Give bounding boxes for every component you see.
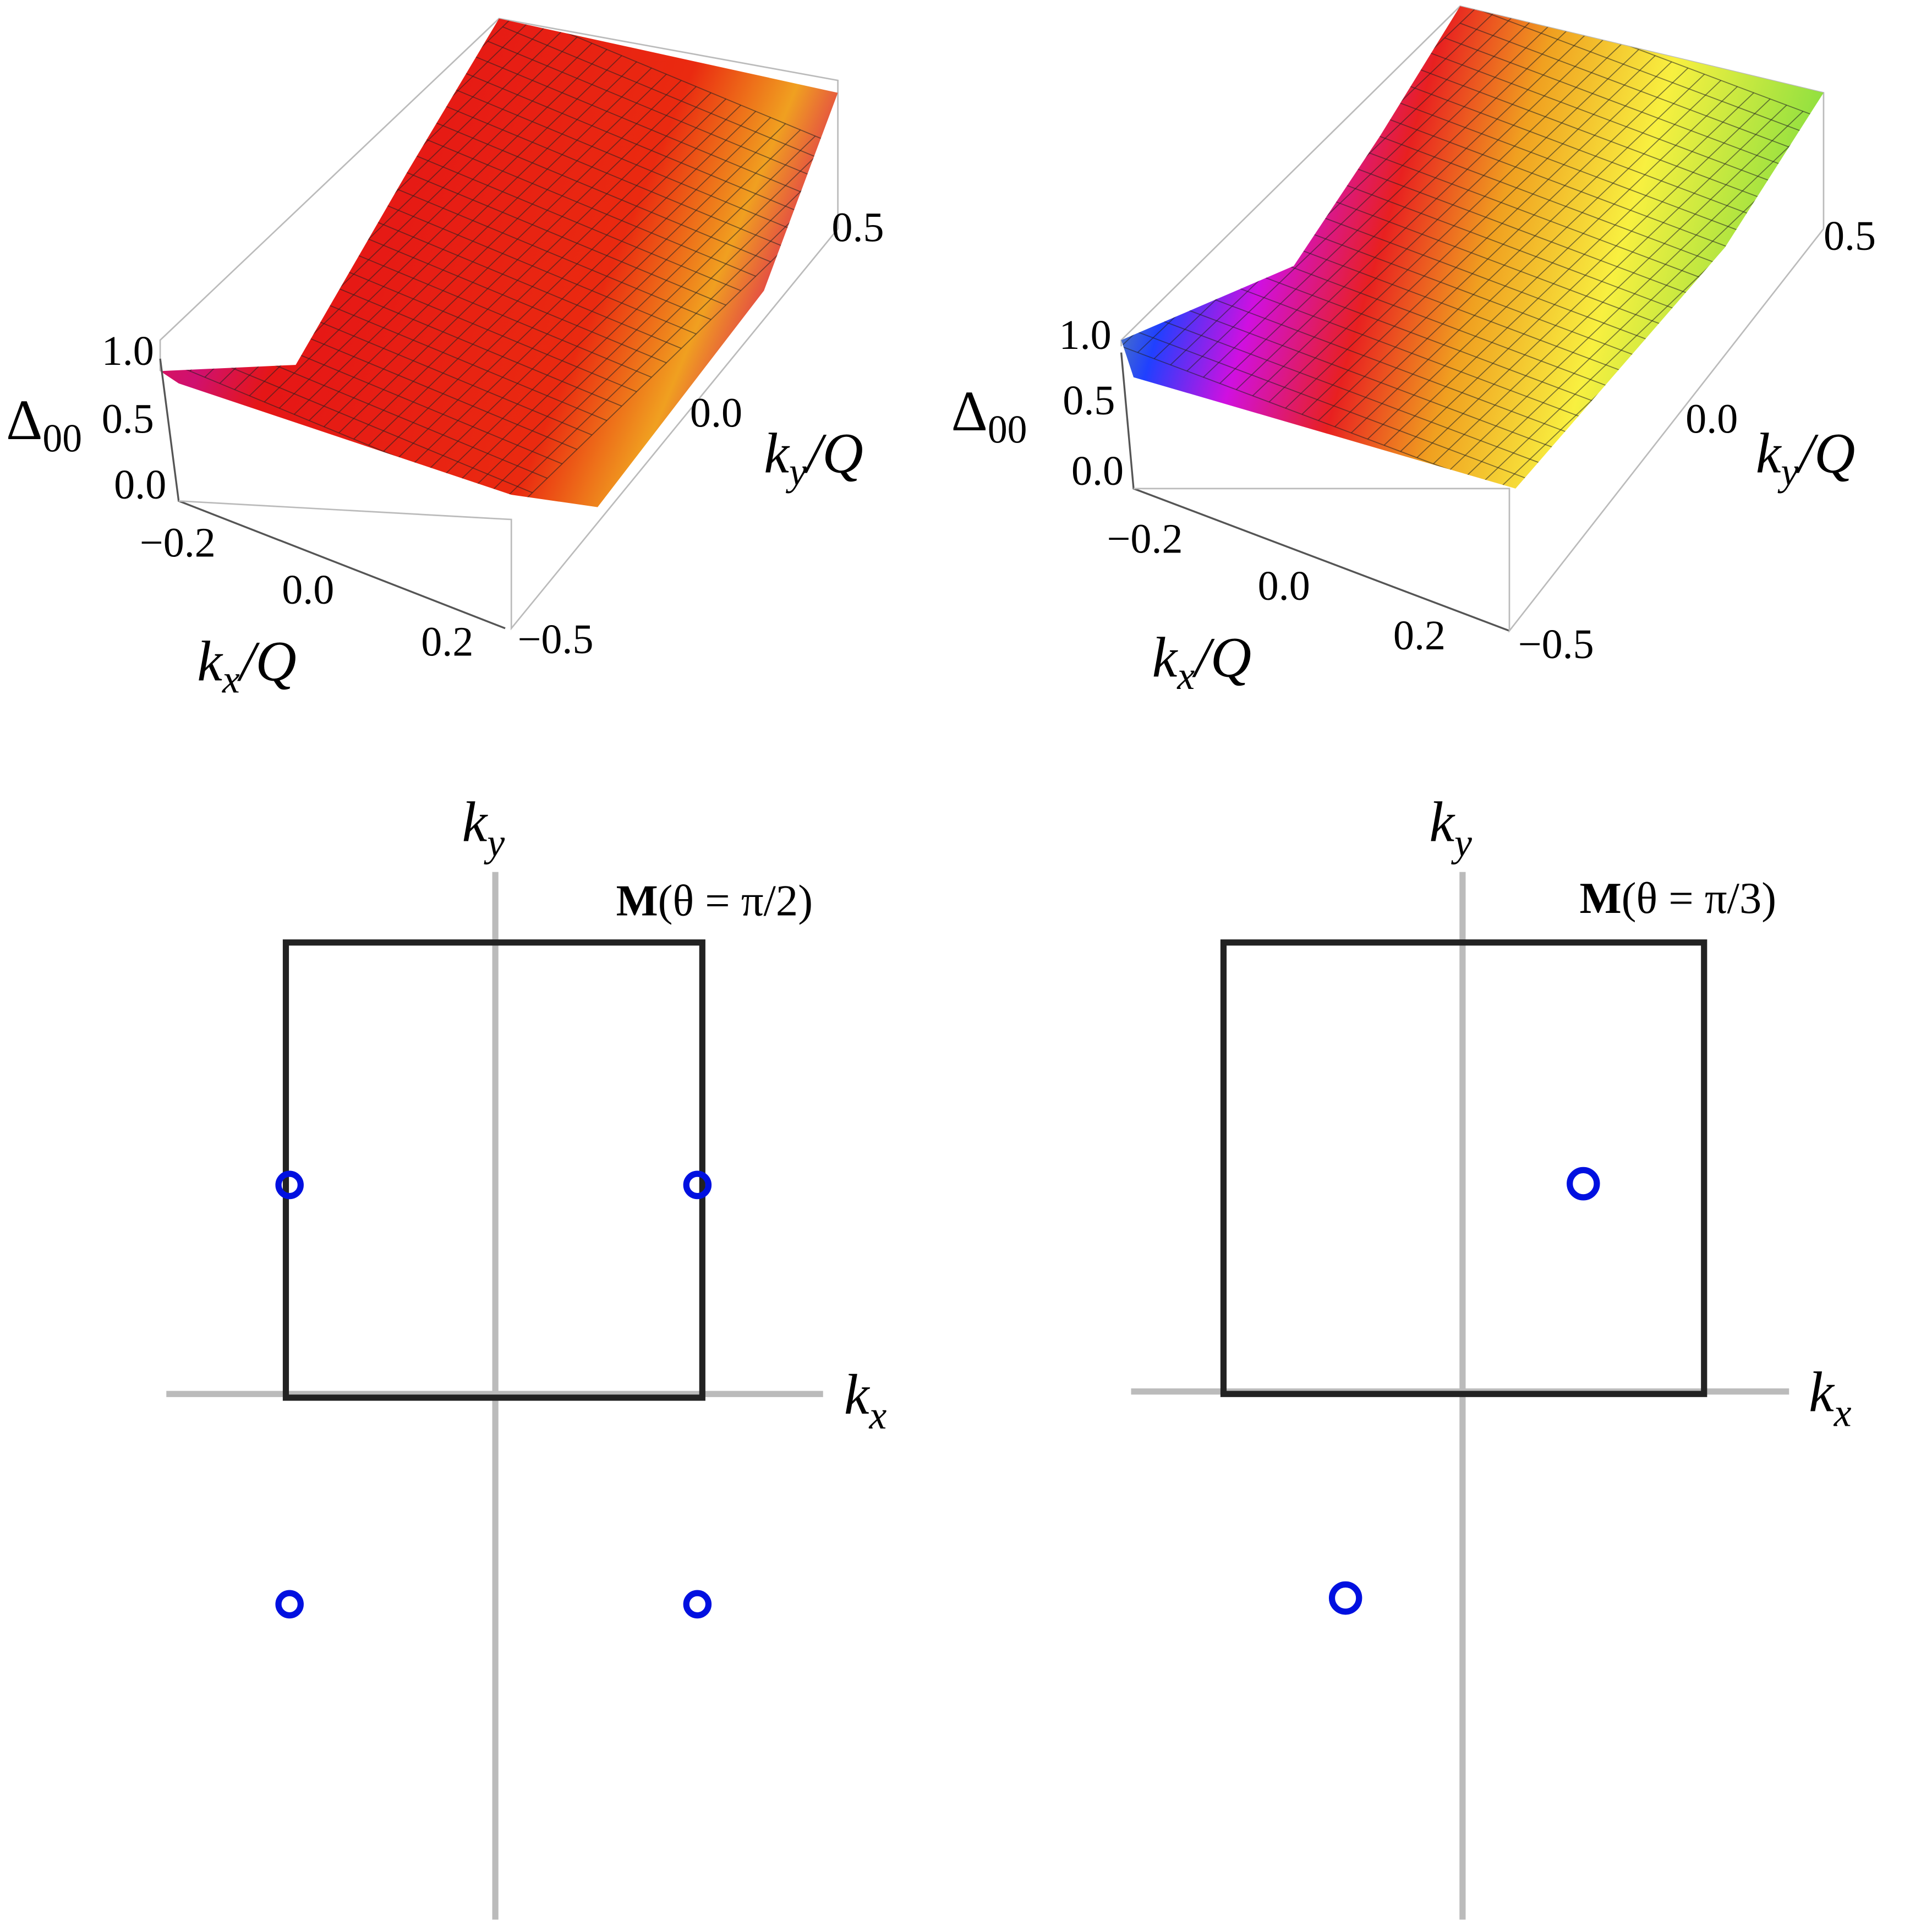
- zone-diagram: ky kx M(θ = π/2): [166, 791, 887, 1920]
- axis: [1120, 352, 1510, 632]
- mesh-line: [472, 141, 831, 489]
- label-part: M: [1580, 874, 1622, 923]
- label-part: M: [616, 876, 658, 925]
- axis-label: ky: [462, 791, 505, 864]
- label-part: y: [786, 450, 807, 494]
- tick-label: 0.2: [1393, 612, 1446, 659]
- axis-label: ky/Q: [1756, 422, 1856, 494]
- annotation: M(θ = π/2): [616, 876, 813, 925]
- tick-label: 1.0: [1059, 312, 1112, 358]
- axis-label: kx: [844, 1364, 887, 1437]
- box-edge: [178, 228, 839, 631]
- mesh: [1121, 6, 1824, 489]
- label-part: 00: [42, 416, 82, 460]
- mesh-line: [502, 26, 838, 176]
- label-part: y: [1451, 820, 1472, 864]
- label-part: k: [1152, 626, 1179, 689]
- tick-label: 0.5: [1063, 377, 1115, 424]
- tick-label: 0.0: [114, 462, 166, 508]
- mesh-line: [487, 148, 838, 495]
- box-edge: [1134, 228, 1825, 633]
- label-part: Δ: [951, 380, 988, 443]
- mesh-line: [1460, 23, 1824, 172]
- tick-label: 1.0: [102, 328, 154, 374]
- axis-label: Δ00: [6, 389, 82, 461]
- label-part: Δ: [6, 389, 42, 452]
- tick-label: 0.5: [831, 204, 884, 250]
- label-part: k: [1809, 1361, 1835, 1424]
- label-part: k: [462, 791, 489, 853]
- node-point: [683, 1590, 712, 1619]
- surface: [1121, 6, 1824, 489]
- node-point: [1567, 1167, 1600, 1201]
- mesh-line: [517, 18, 838, 162]
- node-point: [1328, 1581, 1362, 1615]
- tick-label: 0.5: [102, 396, 154, 442]
- surface-plot: [1120, 5, 1825, 633]
- mesh-line: [472, 55, 830, 205]
- label-part: k: [1756, 422, 1782, 485]
- tick-label: 0.2: [421, 619, 473, 665]
- tick-label: 0.0: [1685, 396, 1738, 442]
- label-part: /Q: [1192, 626, 1251, 689]
- label-part: (θ = π/2): [658, 876, 813, 925]
- axis-label: kx/Q: [1152, 626, 1252, 698]
- surface: [160, 18, 838, 507]
- axis-label: ky: [1429, 791, 1472, 864]
- mesh-line: [1444, 37, 1824, 187]
- zone-boundary: [1220, 939, 1707, 1397]
- mesh-line: [457, 69, 816, 219]
- zone-diagram: ky kx M(θ = π/3): [1131, 791, 1852, 1920]
- axis-label: ky/Q: [764, 422, 863, 494]
- surface-plot: [159, 18, 839, 631]
- label-part: /Q: [804, 422, 863, 485]
- labels: 1.0 0.5 0.0 Δ00 −0.2 0.0 0.2 kx/Q 0.5 0.…: [6, 204, 884, 702]
- label-part: x: [222, 658, 240, 702]
- tick-label: 0.0: [1071, 448, 1124, 494]
- axis-label: kx/Q: [197, 630, 297, 702]
- mesh-line: [1429, 52, 1824, 202]
- label-part: y: [1778, 450, 1799, 494]
- label-part: /Q: [237, 630, 297, 693]
- tick-label: −0.2: [140, 519, 216, 566]
- zone-boundary: [282, 939, 705, 1401]
- label-part: 00: [988, 408, 1027, 452]
- label-part: x: [1834, 1391, 1852, 1435]
- label-part: k: [764, 422, 790, 485]
- label-part: k: [844, 1364, 871, 1426]
- label-part: k: [197, 630, 223, 693]
- labels: 1.0 0.5 0.0 Δ00 −0.2 0.0 0.2 kx/Q 0.5 0.…: [951, 213, 1876, 698]
- mesh-line: [487, 41, 838, 190]
- tick-label: 0.5: [1824, 213, 1876, 259]
- axis-label: kx: [1809, 1361, 1852, 1435]
- tick-label: −0.5: [1518, 621, 1594, 667]
- label-part: x: [869, 1393, 887, 1437]
- label-part: k: [1429, 791, 1455, 853]
- tick-label: 0.0: [1258, 563, 1310, 609]
- label-part: y: [484, 820, 505, 864]
- label-part: x: [1176, 654, 1195, 698]
- node-point: [683, 1170, 712, 1200]
- label-part: (θ = π/3): [1622, 874, 1776, 923]
- node-point: [275, 1590, 304, 1619]
- tick-label: −0.5: [517, 616, 593, 663]
- tick-label: 0.0: [282, 567, 334, 613]
- node-point: [275, 1170, 304, 1200]
- tick-label: −0.2: [1107, 516, 1183, 562]
- tick-label: 0.0: [690, 390, 742, 436]
- annotation: M(θ = π/3): [1580, 874, 1777, 923]
- axis-label: Δ00: [951, 380, 1027, 452]
- label-part: /Q: [1796, 422, 1855, 485]
